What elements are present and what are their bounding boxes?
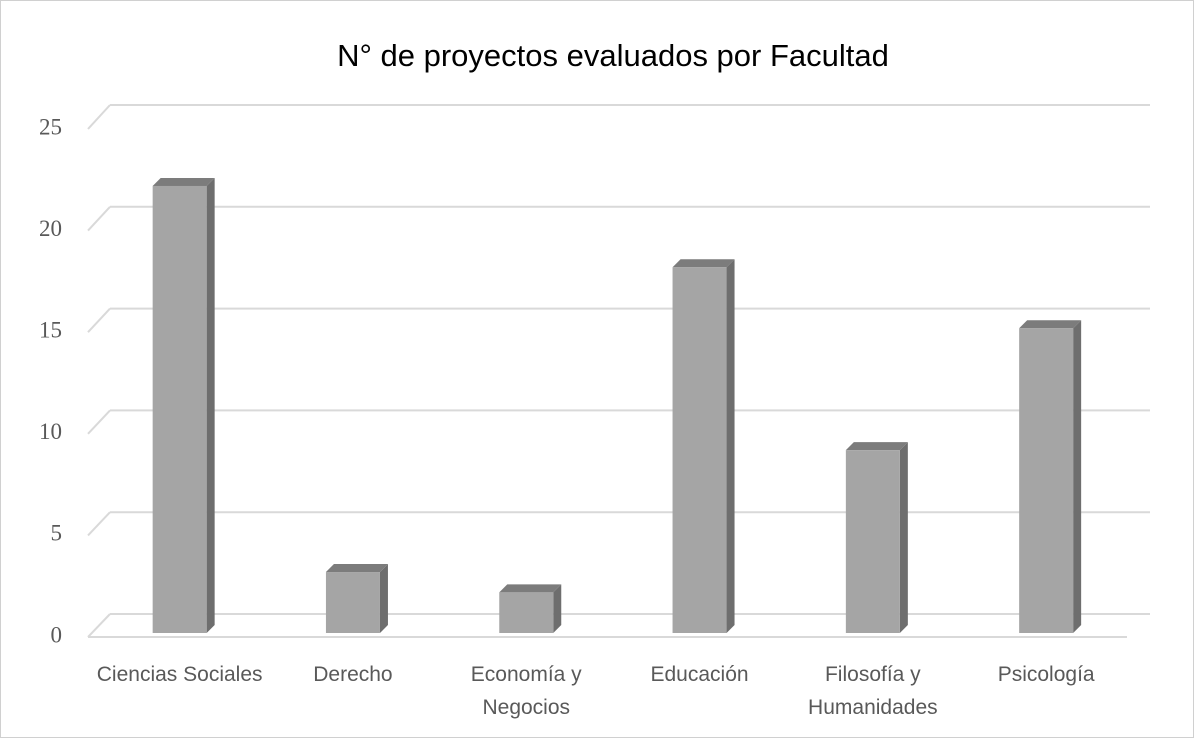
bar-top: [499, 584, 562, 593]
x-tick-label: Psicología: [997, 663, 1095, 686]
bar-top: [152, 177, 215, 186]
bar-front: [499, 592, 554, 633]
y-tick-label: 5: [51, 521, 63, 546]
bar-front: [325, 572, 380, 633]
grid-diagonal: [87, 409, 111, 435]
bar: [499, 584, 562, 633]
y-tick-label: 10: [39, 419, 62, 444]
x-tick-label: Economía y Negocios: [470, 663, 582, 719]
grid-diagonal: [87, 511, 111, 537]
chart-title: N° de proyectos evaluados por Facultad: [337, 38, 889, 73]
x-tick-label: Ciencias Sociales: [96, 663, 263, 686]
bar-side: [726, 259, 735, 633]
bar: [845, 442, 908, 633]
bar-side: [1073, 320, 1082, 633]
x-tick-label: Filosofía y Humanidades: [808, 663, 938, 719]
bar-top: [845, 442, 908, 451]
grid-diagonal: [87, 613, 111, 638]
bar-top: [325, 564, 388, 573]
grid-diagonal: [87, 104, 111, 130]
bar-front: [1019, 328, 1074, 633]
bar-side: [379, 564, 388, 633]
bar-side: [553, 584, 562, 633]
bar-top: [672, 259, 735, 268]
x-tick-label: Educación: [650, 663, 749, 686]
y-tick-label: 15: [39, 317, 62, 342]
bar: [152, 177, 215, 633]
bar-top: [1019, 320, 1082, 329]
bar: [672, 259, 735, 633]
x-tick-label: Derecho: [313, 663, 393, 686]
y-tick-label: 0: [51, 622, 63, 647]
y-tick-label: 25: [39, 114, 62, 139]
bar-side: [206, 177, 215, 633]
y-tick-label: 20: [39, 216, 62, 241]
grid-diagonal: [87, 206, 111, 232]
bar-front: [845, 450, 900, 633]
bar-front: [672, 267, 727, 633]
bar: [1019, 320, 1082, 633]
bar-side: [899, 442, 908, 633]
bar-front: [152, 185, 207, 633]
grid-diagonal: [87, 307, 111, 333]
bar: [325, 564, 388, 633]
